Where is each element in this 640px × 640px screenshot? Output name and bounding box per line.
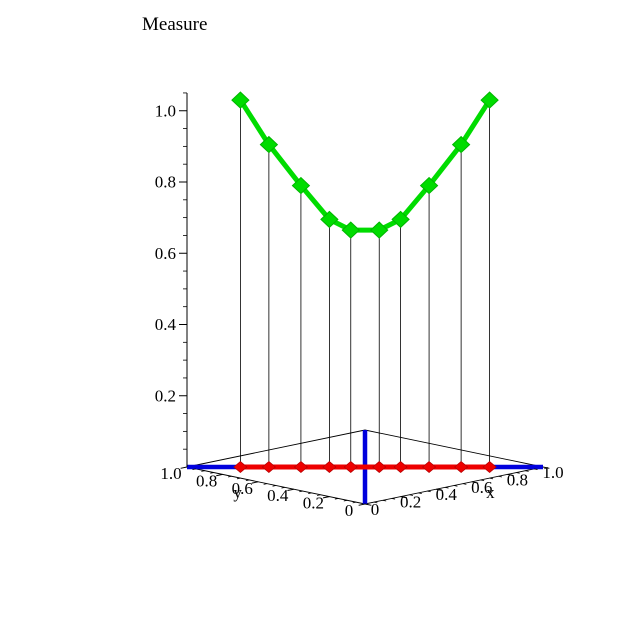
- x-axis-minor-tick: [516, 472, 520, 474]
- x-axis-minor-tick: [427, 490, 431, 493]
- projection-marker: [482, 460, 497, 474]
- projection-marker: [343, 460, 358, 474]
- y-axis-tick: [216, 473, 223, 477]
- y-axis-tick-label: 0.6: [232, 479, 253, 498]
- z-axis-tick-label: 0.8: [155, 173, 176, 192]
- y-axis-minor-tick: [201, 470, 205, 472]
- y-axis-minor-tick: [210, 472, 214, 474]
- y-axis-minor-tick: [334, 498, 339, 500]
- measure-marker: [391, 210, 410, 229]
- projection-marker: [421, 460, 437, 474]
- x-axis-minor-tick: [373, 501, 378, 504]
- x-axis-tick-label: 0.4: [436, 485, 458, 504]
- y-axis-tick-label: 0.4: [267, 486, 289, 505]
- x-axis-minor-tick: [391, 498, 396, 500]
- x-axis-tick: [471, 481, 479, 484]
- y-axis-tick: [180, 466, 188, 469]
- projection-marker: [454, 460, 469, 474]
- y-axis-tick-label: 0.8: [196, 471, 217, 490]
- measure-marker: [419, 176, 439, 195]
- y-axis-tick: [358, 503, 366, 506]
- y-axis-minor-tick: [281, 486, 285, 489]
- measure-marker: [451, 135, 471, 154]
- x-axis-tick: [436, 488, 443, 492]
- x-axis-tick-label: 0.6: [471, 478, 492, 497]
- measure-marker: [341, 221, 360, 239]
- x-axis-label: x: [486, 483, 495, 502]
- x-axis-minor-tick: [453, 485, 458, 487]
- x-axis-minor-tick: [480, 479, 485, 482]
- y-axis-minor-tick: [343, 499, 348, 502]
- y-axis-label: y: [233, 483, 242, 502]
- x-axis-minor-tick: [445, 486, 449, 489]
- x-axis-tick-label: 1.0: [542, 463, 563, 482]
- y-axis-minor-tick: [263, 483, 268, 485]
- x-axis-minor-tick: [489, 477, 494, 480]
- y-axis-minor-tick: [245, 479, 250, 482]
- y-axis-minor-tick: [308, 492, 312, 495]
- measure-marker: [320, 210, 339, 229]
- z-axis-tick-label: 1.0: [155, 101, 176, 120]
- x-axis-tick-label: 0.2: [400, 493, 421, 512]
- x-axis-tick-label: 0: [371, 500, 380, 519]
- z-axis-tick-label: 0.2: [155, 386, 176, 405]
- x-axis-tick-label: 0.8: [507, 470, 528, 489]
- y-axis-tick-label: 0.2: [303, 494, 324, 513]
- projection-marker: [261, 460, 276, 474]
- measure-marker: [291, 176, 311, 195]
- measure-marker: [370, 221, 389, 239]
- projection-marker: [393, 460, 408, 474]
- y-axis-tick: [287, 488, 294, 492]
- y-axis-minor-tick: [227, 475, 232, 478]
- projection-marker: [372, 460, 387, 474]
- y-axis-minor-tick: [192, 468, 196, 470]
- x-axis-minor-tick: [382, 499, 387, 502]
- y-axis-minor-tick: [316, 494, 321, 496]
- x-axis-minor-tick: [409, 494, 414, 496]
- x-axis-minor-tick: [534, 468, 538, 470]
- y-axis-minor-tick: [352, 501, 357, 504]
- x-axis-tick: [400, 496, 408, 499]
- y-axis-tick-label: 1.0: [160, 464, 181, 483]
- x-axis-tick: [364, 503, 372, 506]
- measure-marker: [259, 135, 279, 154]
- measure-curve: [237, 97, 493, 233]
- x-axis-minor-tick: [525, 470, 529, 472]
- y-axis-minor-tick: [299, 490, 303, 493]
- y-axis-tick: [251, 481, 259, 484]
- x-axis-tick: [542, 466, 550, 469]
- x-axis-minor-tick: [498, 475, 503, 478]
- x-axis-tick: [507, 473, 514, 477]
- projection-marker: [293, 460, 309, 474]
- measure-marker: [231, 91, 250, 109]
- measure-marker: [480, 91, 499, 109]
- y-axis-minor-tick: [272, 485, 277, 487]
- y-axis-tick: [322, 496, 330, 499]
- projection-marker: [322, 460, 337, 474]
- z-axis-tick-label: 0.6: [155, 244, 176, 263]
- z-axis-tick-label: 0.4: [155, 315, 177, 334]
- y-axis-tick-label: 0: [345, 501, 354, 520]
- projection-marker: [233, 460, 248, 474]
- x-axis-minor-tick: [418, 492, 422, 495]
- y-axis-minor-tick: [236, 477, 241, 480]
- plot-title: Measure: [142, 14, 208, 35]
- x-axis-minor-tick: [462, 483, 467, 485]
